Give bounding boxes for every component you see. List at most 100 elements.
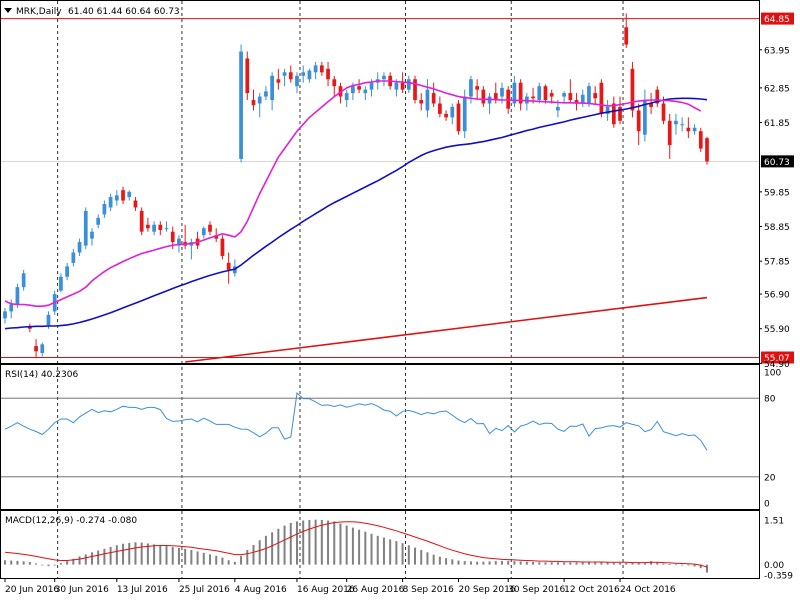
candle bbox=[674, 113, 678, 135]
candle-body bbox=[245, 58, 250, 94]
candle bbox=[574, 93, 579, 111]
candle bbox=[102, 200, 107, 218]
macd-histogram-bar bbox=[631, 562, 634, 565]
rsi-title: RSI(14) 40.2306 bbox=[5, 370, 78, 380]
candle bbox=[655, 86, 660, 107]
candle bbox=[363, 86, 368, 101]
candle bbox=[21, 269, 26, 291]
candle-body bbox=[450, 106, 455, 118]
candle bbox=[288, 65, 293, 83]
price-axis-label: 55.90 bbox=[764, 325, 790, 335]
candle bbox=[239, 44, 243, 163]
candle bbox=[593, 86, 598, 104]
candle bbox=[282, 68, 287, 87]
candle-body bbox=[127, 191, 132, 198]
candle-body bbox=[332, 79, 337, 87]
candle-body bbox=[661, 103, 666, 121]
macd-histogram-bar bbox=[97, 550, 100, 565]
time-axis-label: 12 Oct 2016 bbox=[564, 585, 620, 595]
candle-body bbox=[282, 72, 287, 76]
candle-body bbox=[624, 27, 629, 45]
macd-histogram-bar bbox=[72, 558, 75, 565]
price-axis-label: 63.95 bbox=[764, 46, 790, 56]
macd-histogram-bar bbox=[538, 562, 541, 565]
candle bbox=[9, 299, 14, 319]
macd-histogram-bar bbox=[314, 519, 317, 565]
macd-histogram-bar bbox=[227, 560, 230, 565]
macd-histogram-bar bbox=[246, 549, 249, 565]
macd-histogram-bar bbox=[252, 544, 255, 565]
macd-histogram-bar bbox=[650, 561, 653, 565]
macd-histogram-bar bbox=[320, 519, 323, 565]
candle bbox=[164, 221, 169, 232]
moving-average-200-line bbox=[185, 296, 708, 363]
candle-body bbox=[611, 103, 616, 125]
macd-histogram-bar bbox=[389, 539, 392, 565]
macd-histogram-bar bbox=[451, 559, 454, 565]
price-axis-label: 57.85 bbox=[764, 258, 790, 268]
macd-histogram-bar bbox=[308, 519, 311, 565]
candle bbox=[121, 186, 125, 204]
candle-body bbox=[295, 75, 299, 87]
candle bbox=[270, 72, 274, 111]
macd-histogram-bar bbox=[438, 556, 441, 565]
price-tag bbox=[761, 351, 794, 364]
candle bbox=[512, 75, 517, 107]
macd-histogram-bar bbox=[190, 549, 193, 565]
candle-body bbox=[146, 224, 150, 229]
candle bbox=[438, 96, 442, 118]
chart-header[interactable]: MRK,Daily 61.40 61.44 60.64 60.73 bbox=[4, 7, 180, 17]
macd-histogram-bar bbox=[606, 562, 609, 565]
candle-body bbox=[40, 344, 45, 353]
candle-body bbox=[133, 200, 138, 208]
price-tag bbox=[761, 12, 794, 25]
macd-histogram-bar bbox=[488, 561, 491, 565]
candle-body bbox=[481, 89, 486, 104]
candle-body bbox=[643, 100, 647, 135]
candle-body bbox=[251, 100, 256, 106]
candle-body bbox=[177, 238, 181, 246]
macd-histogram-bar bbox=[134, 542, 137, 565]
candle bbox=[524, 93, 529, 111]
macd-histogram-bar bbox=[519, 561, 522, 565]
time-axis-label: 30 Sep 2016 bbox=[508, 585, 565, 595]
moving-average-50-line bbox=[4, 97, 708, 330]
candle-body bbox=[419, 100, 424, 104]
macd-histogram-bar bbox=[10, 560, 13, 565]
macd-histogram-bar bbox=[525, 561, 528, 565]
macd-histogram-bar bbox=[103, 548, 106, 565]
macd-histogram-bar bbox=[706, 564, 708, 573]
rsi-panel-frame bbox=[0, 364, 760, 510]
macd-histogram-bar bbox=[209, 554, 212, 565]
price-tag bbox=[761, 155, 794, 168]
rsi-line bbox=[4, 391, 708, 451]
macd-histogram-bar bbox=[233, 562, 236, 565]
candle-body bbox=[208, 224, 212, 232]
macd-histogram-bar bbox=[35, 563, 38, 565]
macd-histogram-bar bbox=[376, 535, 379, 565]
candle bbox=[208, 221, 212, 236]
candle bbox=[127, 190, 132, 201]
candle bbox=[450, 103, 455, 125]
candle bbox=[568, 79, 573, 104]
macd-histogram-bar bbox=[333, 521, 336, 565]
candle-body bbox=[438, 103, 442, 114]
candle-body bbox=[226, 262, 231, 270]
dropdown-arrow-icon[interactable] bbox=[4, 8, 12, 13]
candle-body bbox=[549, 93, 554, 97]
price-axis-label: 59.85 bbox=[764, 188, 790, 198]
macd-histogram-bar bbox=[165, 546, 168, 565]
candles[interactable] bbox=[3, 13, 709, 359]
candle-body bbox=[705, 138, 709, 162]
candle-body bbox=[363, 89, 368, 94]
candle bbox=[90, 228, 94, 246]
macd-histogram-bar bbox=[53, 564, 56, 566]
candle bbox=[686, 117, 691, 139]
candle-body bbox=[3, 311, 7, 319]
macd-histogram-bar bbox=[395, 541, 398, 565]
candle-body bbox=[108, 197, 113, 208]
candle bbox=[481, 86, 486, 107]
candle-body bbox=[90, 231, 94, 239]
candle bbox=[326, 61, 330, 87]
